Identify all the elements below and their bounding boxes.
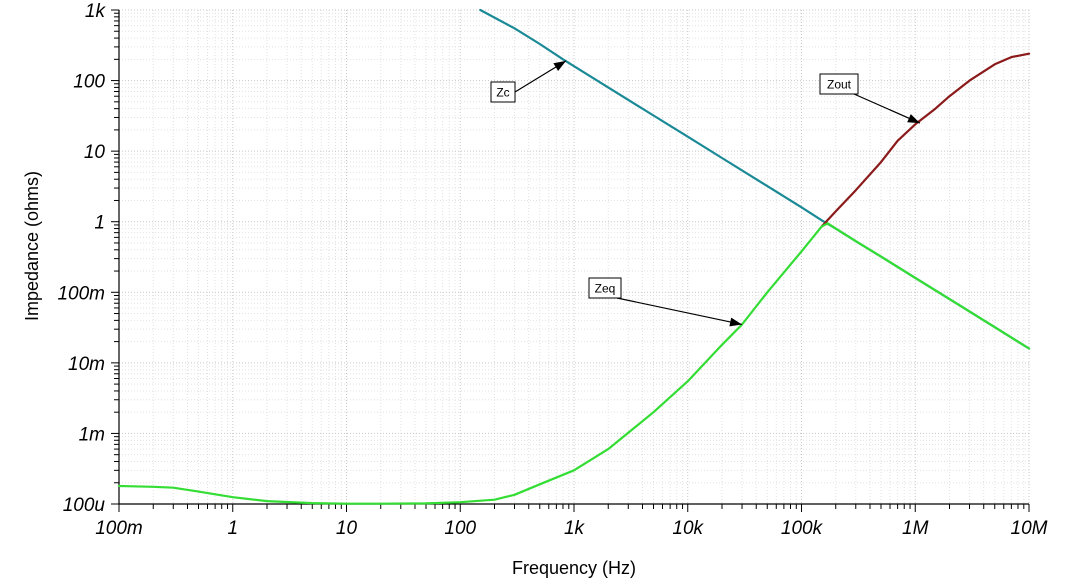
y-axis-title: Impedance (ohms) [22,171,42,321]
x-axis-title: Frequency (Hz) [512,558,636,578]
callouts: Zc Zout Zeq [490,60,921,327]
y-tick-label: 1k [85,1,107,22]
callout-box-zc [490,81,516,103]
y-tick-label: 10 [84,142,106,163]
series-line-zout [820,52,1031,228]
y-tick-label: 1m [79,424,105,445]
x-tick-label: 100k [781,518,824,539]
x-tick-label: 100m [95,518,143,539]
y-tick-label: 100 [73,72,105,93]
x-tick-label: 1 [227,518,238,539]
callout-box-zeq [588,277,622,299]
callout-leader-zout [853,93,921,124]
y-tick-label: 10m [68,354,105,375]
tick-labels: 100m 1 10 100 1k 10k 100k 1M 10M 100u 1m 10m 100m 1 10… [57,1,1047,539]
x-tick-label: 1M [902,518,929,539]
callout-label-zc: Zc [496,86,509,100]
x-tick-label: 100 [444,518,476,539]
callout-box-zout [819,73,859,95]
y-tick-label: 1 [94,213,105,234]
x-tick-label: 1k [564,518,586,539]
callout-arrowhead-zeq [729,317,742,327]
y-tick-label: 100m [57,283,105,304]
series-lines [117,8,1031,505]
series-line-zeq [117,222,1031,505]
x-tick-label: 10M [1011,518,1048,539]
callout-leader-zeq [616,297,743,326]
tick-marks [111,9,1030,512]
callout-label-zeq: Zeq [595,282,616,296]
x-tick-label: 10k [672,518,704,539]
callout-arrowhead-zc [553,60,566,71]
callout-label-zout: Zout [827,78,852,92]
x-tick-label: 10 [336,518,358,539]
y-tick-label: 100u [63,495,106,516]
callout-arrowhead-zout [907,114,920,124]
